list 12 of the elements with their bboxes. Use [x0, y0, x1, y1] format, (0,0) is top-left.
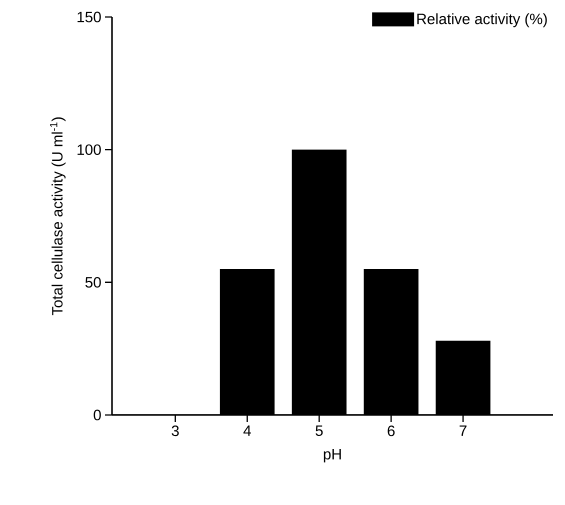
y-tick-label: 50	[85, 277, 101, 288]
y-tick-label: 100	[78, 144, 101, 155]
y-tick-label: 0	[94, 410, 101, 420]
x-tick-label: 4	[243, 426, 251, 436]
x-tick-label: 5	[316, 426, 323, 436]
x-axis-title: pH	[324, 449, 341, 462]
x-tick-label: 3	[172, 426, 179, 436]
x-tick-label: 6	[388, 426, 395, 436]
y-tick-label: 150	[78, 12, 101, 22]
y-axis-title: Total cellulase activity (U ml$^{-1}$)	[50, 117, 66, 316]
legend-label: Relative activity (%)	[417, 13, 547, 28]
x-tick-label: 7	[460, 426, 466, 436]
